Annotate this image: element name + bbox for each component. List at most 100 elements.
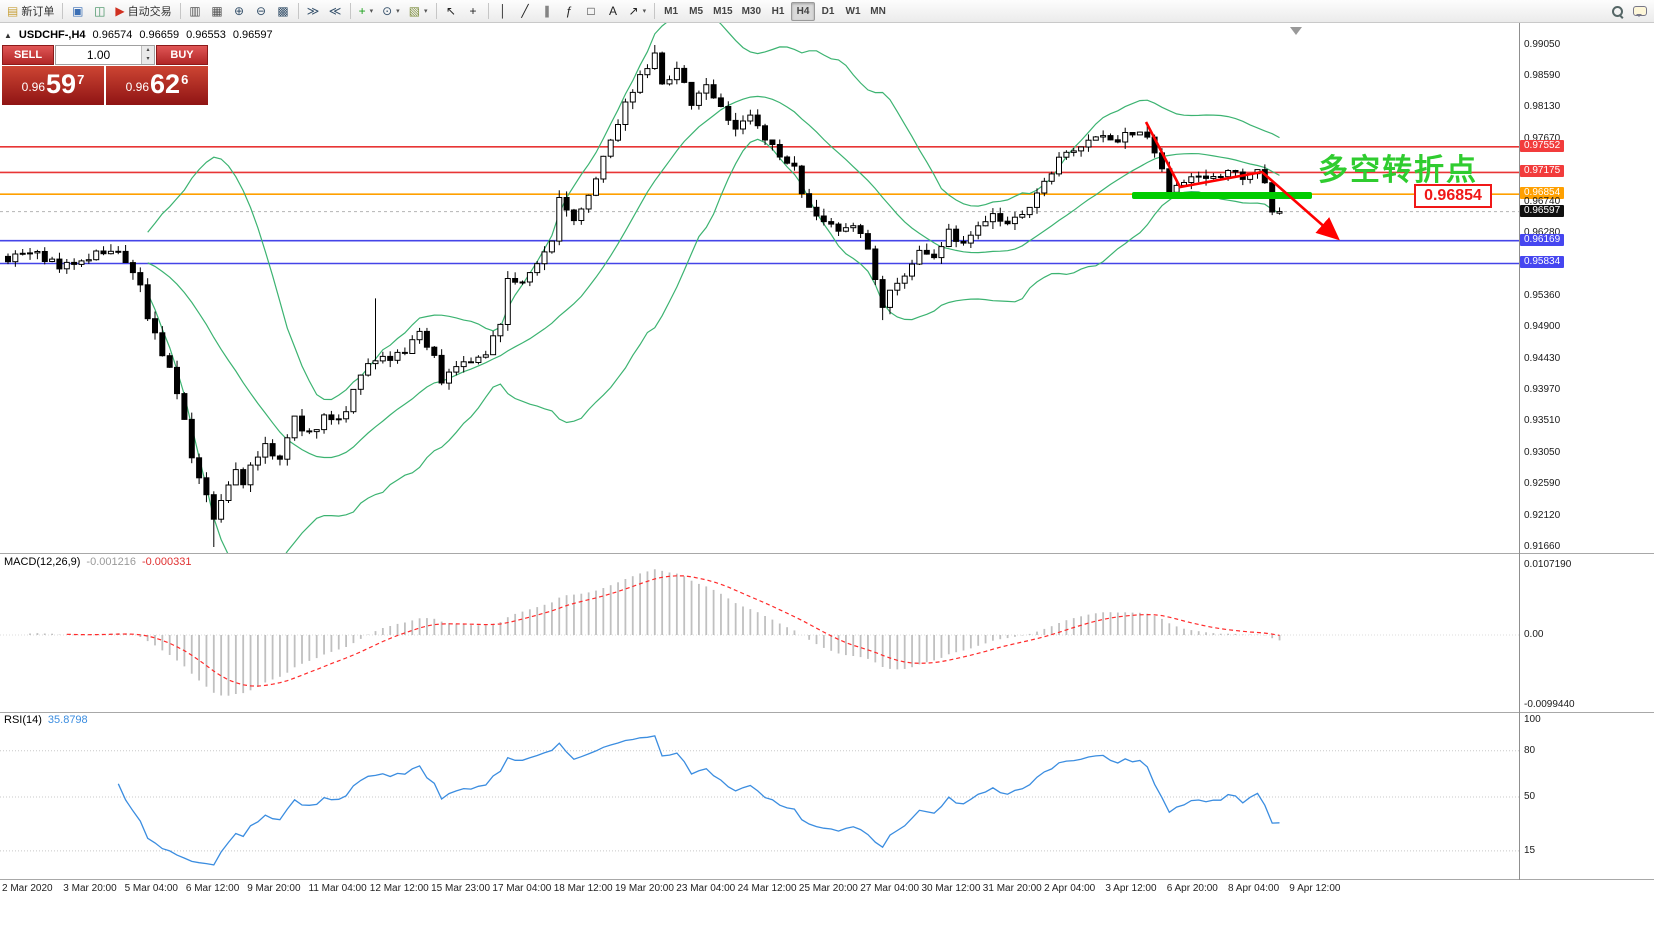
price-axis-label: 0.91660	[1524, 541, 1561, 552]
collapse-chart-icon[interactable]: ▲	[4, 30, 12, 40]
lot-increase-button[interactable]: ▴	[141, 46, 154, 55]
auto-scroll-icon-glyph: ≫	[306, 4, 320, 18]
candle-body	[379, 355, 386, 362]
time-axis-separator	[0, 879, 1654, 880]
candles-style-icon[interactable]: ▦	[207, 2, 228, 21]
timeframe-m1-button[interactable]: M1	[659, 2, 683, 21]
candle-body	[409, 339, 416, 355]
lot-size-value[interactable]: 1.00	[86, 48, 111, 62]
candle-body	[299, 415, 305, 432]
chat-icon[interactable]	[1629, 2, 1651, 21]
auto-trading-button[interactable]: ▶ 自动交易	[111, 2, 175, 21]
candle-body	[115, 250, 122, 253]
candle-body	[541, 251, 548, 265]
time-axis-label: 2 Mar 2020	[2, 883, 53, 894]
chart-shift-icon-glyph: ≪	[328, 4, 342, 18]
periods-button[interactable]: ⊙ ▾	[378, 2, 404, 21]
trendline-icon-glyph: ╱	[521, 4, 529, 18]
timeframe-m15-button[interactable]: M15	[709, 2, 736, 21]
macd-panel-separator[interactable]	[0, 553, 1654, 554]
cursor-icon[interactable]: ↖	[441, 2, 462, 21]
timeframe-d1-button[interactable]: D1	[816, 2, 840, 21]
candle-body	[1122, 132, 1129, 143]
timeframe-w1-button[interactable]: W1	[841, 2, 865, 21]
sell-button[interactable]: SELL	[2, 45, 54, 65]
buy-price-prefix: 0.96	[125, 80, 150, 94]
templates-button-dropdown[interactable]: ▾	[424, 8, 428, 15]
vertical-line-icon[interactable]: │	[493, 2, 514, 21]
auto-trading-button-label: 自动交易	[127, 6, 172, 18]
profiles-icon[interactable]: ▣	[67, 2, 88, 21]
trend-arrow	[1144, 121, 1340, 241]
candle-body	[247, 464, 254, 486]
lot-size-field[interactable]: 1.00 ▴ ▾	[55, 45, 155, 65]
periods-button-dropdown[interactable]: ▾	[396, 8, 400, 15]
equidistant-channel-icon[interactable]: ∥	[537, 2, 558, 21]
candle-body	[240, 469, 247, 486]
crosshair-icon[interactable]: +	[463, 2, 484, 21]
rsi-axis-label: 50	[1524, 791, 1536, 802]
candle-body	[394, 351, 401, 361]
candle-body	[5, 255, 11, 263]
macd-name: MACD(12,26,9)	[4, 556, 81, 568]
chart-canvas[interactable]	[0, 23, 1519, 880]
charts-stack-icon[interactable]: ◫	[89, 2, 110, 21]
buy-button[interactable]: BUY	[156, 45, 208, 65]
rsi-axis-label: 100	[1524, 714, 1541, 725]
arrows-icon-dropdown[interactable]: ▾	[642, 8, 647, 15]
candle-body	[1056, 156, 1062, 175]
zoom-out-button[interactable]: ⊖	[251, 2, 272, 21]
candle-body	[446, 371, 452, 384]
timeframe-h4-button[interactable]: H4	[791, 1, 816, 21]
toolbar-separator	[179, 3, 181, 19]
price-axis-label: 0.93970	[1524, 384, 1561, 396]
candle-body	[997, 213, 1004, 222]
candle-body	[894, 282, 901, 291]
new-order-button[interactable]: ▤ 新订单	[3, 2, 58, 21]
sell-price-button[interactable]: 0.96 59 7	[2, 66, 104, 105]
candle-body	[659, 52, 666, 85]
candle-body	[343, 411, 350, 420]
candle-body	[916, 249, 923, 265]
timeframe-m30-button[interactable]: M30	[738, 2, 765, 21]
lot-decrease-button[interactable]: ▾	[141, 55, 154, 64]
equidistant-channel-icon-glyph: ∥	[544, 4, 551, 18]
indicators-button-dropdown[interactable]: ▾	[369, 8, 374, 15]
timeframe-mn-button[interactable]: MN	[866, 2, 890, 21]
toolbar-separator	[349, 3, 351, 19]
chart-workspace: ▲ USDCHF-,H4 0.96574 0.96659 0.96553 0.9…	[0, 23, 1654, 948]
chart-shift-marker	[1290, 27, 1302, 35]
search-icon[interactable]	[1607, 2, 1628, 21]
candle-body	[188, 418, 195, 459]
time-axis-label: 18 Mar 12:00	[553, 883, 613, 894]
text-icon[interactable]: A	[603, 2, 624, 21]
macd-signal-line	[66, 575, 1280, 687]
templates-button[interactable]: ▧ ▾	[405, 2, 432, 21]
trendline-icon[interactable]: ╱	[515, 2, 536, 21]
chat-icon	[1633, 5, 1647, 17]
candle-body	[835, 223, 842, 232]
candle-body	[607, 139, 614, 157]
timeframe-m30-button-label: M30	[741, 5, 762, 17]
timeframe-m5-button-label: M5	[689, 5, 704, 17]
arrows-icon[interactable]: ↗ ▾	[625, 2, 651, 21]
buy-price-button[interactable]: 0.96 62 6	[106, 66, 208, 105]
timeframe-m5-button[interactable]: M5	[684, 2, 708, 21]
tile-windows-icon[interactable]: ▩	[273, 2, 294, 21]
timeframe-h1-button[interactable]: H1	[766, 2, 790, 21]
indicators-button[interactable]: + ▾	[355, 2, 378, 21]
candle-body	[695, 92, 702, 106]
bars-style-icon[interactable]: ▥	[185, 2, 206, 21]
chart-shift-icon[interactable]: ≪	[325, 2, 346, 21]
zoom-in-button[interactable]: ⊕	[229, 2, 250, 21]
sell-price-sup: 7	[77, 72, 85, 87]
rsi-panel-separator[interactable]	[0, 712, 1654, 713]
auto-scroll-icon[interactable]: ≫	[303, 2, 324, 21]
candle-body	[475, 356, 482, 364]
candle-body	[820, 215, 827, 223]
candle-body	[850, 225, 857, 229]
time-axis-label: 24 Mar 12:00	[737, 883, 797, 894]
fibonacci-icon[interactable]: ƒ	[559, 2, 580, 21]
shapes-icon[interactable]: □	[581, 2, 602, 21]
candle-body	[512, 278, 519, 283]
